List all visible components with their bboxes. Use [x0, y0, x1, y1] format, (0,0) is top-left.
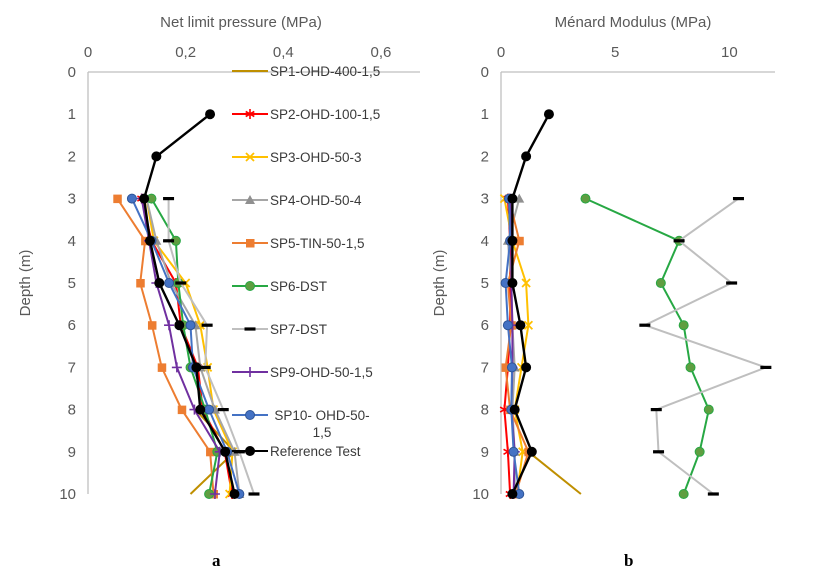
legend-label: SP7-DST — [270, 322, 328, 337]
legend-label: SP3-OHD-50-3 — [270, 150, 362, 165]
subfigure-label-a: a — [212, 551, 221, 570]
legend-sample-line — [232, 152, 268, 162]
y-tick-label: 7 — [68, 359, 76, 376]
legend-sample-line — [232, 327, 268, 331]
legend-sample-line — [232, 367, 268, 377]
y-axis-title: Depth (m) — [17, 250, 34, 317]
y-tick-label: 6 — [481, 317, 489, 334]
x-tick-label: 0 — [497, 44, 505, 61]
y-tick-label: 8 — [68, 402, 76, 419]
x-tick-label: 10 — [721, 44, 738, 61]
subfigure-label-b: b — [624, 551, 634, 570]
legend-entry-SP10- OHD-50-1,5: SP10- OHD-50-1,5 — [230, 406, 380, 440]
y-tick-label: 6 — [68, 317, 76, 334]
chart-title: Net limit pressure (MPa) — [160, 14, 322, 31]
y-tick-label: 10 — [472, 486, 489, 503]
y-tick-label: 9 — [68, 444, 76, 461]
legend-label: SP9-OHD-50-1,5 — [270, 365, 373, 380]
series-SP7-DST — [639, 197, 772, 496]
legend-label: SP1-OHD-400-1,5 — [270, 64, 381, 79]
legend-entry-SP9-OHD-50-1,5: SP9-OHD-50-1,5 — [230, 363, 380, 381]
y-tick-label: 8 — [481, 402, 489, 419]
series-SP1-OHD-400-1,5 — [527, 451, 582, 495]
legend-entry-SP3-OHD-50-3: SP3-OHD-50-3 — [230, 148, 380, 166]
y-tick-label: 5 — [481, 275, 489, 292]
series-SP7-DST — [163, 197, 260, 496]
legend-sample-line — [232, 410, 268, 420]
legend-label: SP4-OHD-50-4 — [270, 193, 362, 208]
y-tick-label: 4 — [481, 233, 489, 250]
legend-label: Reference Test — [270, 444, 361, 459]
series-Reference Test — [139, 109, 240, 499]
y-tick-label: 2 — [481, 148, 489, 165]
y-axis-title: Depth (m) — [431, 250, 448, 317]
y-tick-label: 7 — [481, 359, 489, 376]
legend-label: SP5-TIN-50-1,5 — [270, 236, 365, 251]
x-tick-label: 5 — [611, 44, 619, 61]
y-tick-label: 1 — [481, 106, 489, 123]
chart-a-legend: SP1-OHD-400-1,5 SP2-OHD-100-1,5 SP3-OHD-50… — [230, 62, 380, 460]
x-tick-label: 0 — [84, 44, 92, 61]
chart-b: Ménard Modulus (MPa) Depth (m) 0 5 10 0 1 2 3 4 5 6… — [431, 14, 775, 503]
legend-sample-line — [232, 109, 268, 119]
legend-sample-line — [232, 281, 268, 291]
y-tick-label: 0 — [481, 64, 489, 81]
legend-entry-SP2-OHD-100-1,5: SP2-OHD-100-1,5 — [230, 105, 380, 123]
x-tick-label: 0,2 — [175, 44, 196, 61]
legend-entry-SP1-OHD-400-1,5: SP1-OHD-400-1,5 — [230, 62, 380, 80]
legend-label: SP2-OHD-100-1,5 — [270, 107, 381, 122]
y-tick-label: 1 — [68, 106, 76, 123]
y-tick-label: 3 — [481, 191, 489, 208]
y-tick-label: 10 — [59, 486, 76, 503]
legend-sample-line — [232, 446, 268, 456]
legend-entry-SP4-OHD-50-4: SP4-OHD-50-4 — [230, 191, 380, 209]
series-SP6-DST — [580, 193, 714, 499]
y-tick-label: 5 — [68, 275, 76, 292]
y-tick-label: 0 — [68, 64, 76, 81]
series-Reference Test — [507, 109, 554, 499]
legend-entry-SP5-TIN-50-1,5: SP5-TIN-50-1,5 — [230, 234, 380, 252]
legend-entry-SP6-DST: SP6-DST — [230, 277, 380, 295]
x-tick-label: 0,4 — [273, 44, 294, 61]
chart-title: Ménard Modulus (MPa) — [555, 14, 712, 31]
legend-sample-line — [232, 239, 268, 248]
y-tick-label: 4 — [68, 233, 76, 250]
y-tick-label: 9 — [481, 444, 489, 461]
x-tick-label: 0,6 — [371, 44, 392, 61]
legend-label: SP6-DST — [270, 279, 328, 294]
legend-label: SP10- OHD-50-1,5 — [274, 408, 370, 440]
chart-a: Net limit pressure (MPa) Depth (m) 0 0,2 0,4… — [17, 14, 420, 503]
legend-sample-line — [232, 70, 268, 72]
y-tick-label: 2 — [68, 148, 76, 165]
legend-entry-Reference Test: Reference Test — [230, 442, 380, 460]
legend-sample-line — [232, 195, 268, 204]
legend-entry-SP7-DST: SP7-DST — [230, 320, 380, 338]
y-tick-label: 3 — [68, 191, 76, 208]
